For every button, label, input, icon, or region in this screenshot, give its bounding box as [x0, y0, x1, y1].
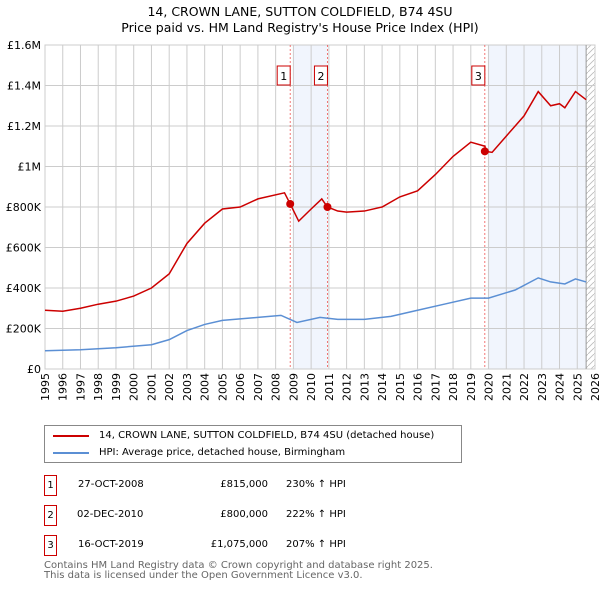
sale-row: 2 02-DEC-2010 £800,000 222% ↑ HPI [44, 505, 444, 527]
chart-title: 14, CROWN LANE, SUTTON COLDFIELD, B74 4S… [147, 4, 453, 19]
x-tick-label: 2011 [323, 373, 336, 401]
sale-date: 27-OCT-2008 [78, 479, 144, 490]
x-tick-label: 2013 [358, 373, 371, 401]
sale-point [286, 199, 295, 208]
y-tick-label: £1.6M [7, 39, 41, 52]
y-tick-label: £800K [6, 201, 42, 214]
sale-badge: 3 [44, 535, 57, 556]
x-tick-label: 1995 [39, 373, 52, 401]
y-tick-label: £1.2M [7, 120, 41, 133]
x-tick-label: 2009 [287, 373, 300, 401]
sale-label-box [276, 65, 291, 86]
x-tick-label: 2020 [483, 373, 496, 401]
x-tick-label: 2003 [181, 373, 194, 401]
legend: 14, CROWN LANE, SUTTON COLDFIELD, B74 4S… [44, 425, 462, 463]
x-tick-label: 2007 [252, 373, 265, 401]
price-chart: 1995 1996 1997 1998 1999 2000 2001 2002 2003 2004… [6, 39, 600, 401]
x-tick-label: 2023 [536, 373, 549, 401]
x-tick-label: 2008 [270, 373, 283, 401]
y-tick-label: £200K [6, 323, 42, 336]
y-tick-label: £0 [27, 363, 41, 376]
sale-date: 02-DEC-2010 [77, 509, 144, 520]
x-tick-label: 2004 [199, 373, 212, 401]
sale-hpi: 207% ↑ HPI [286, 539, 346, 550]
sale-price: £815,000 [220, 479, 268, 490]
x-tick-label: 2010 [305, 373, 318, 401]
y-tick-label: £600K [6, 242, 42, 255]
sale-date: 16-OCT-2019 [78, 539, 144, 550]
sale-hpi: 222% ↑ HPI [286, 509, 346, 520]
legend-swatch-hpi [53, 451, 89, 454]
x-tick-label: 2017 [429, 373, 442, 401]
x-tick-label: 2021 [500, 373, 513, 401]
sale-label-box [471, 65, 486, 86]
sale-price: £800,000 [220, 509, 268, 520]
series-line [44, 90, 587, 313]
footer-copyright: Contains HM Land Registry data © Crown c… [44, 560, 433, 571]
sale-label-box [313, 65, 328, 86]
y-tick-label: £400K [6, 282, 42, 295]
legend-property: 14, CROWN LANE, SUTTON COLDFIELD, B74 4S… [99, 430, 435, 441]
x-tick-label: 2006 [234, 373, 247, 401]
x-tick-label: 1998 [92, 373, 105, 401]
x-tick-label: 2002 [163, 373, 176, 401]
sale-price: £1,075,000 [210, 539, 268, 550]
x-tick-label: 2000 [128, 373, 141, 401]
sale-row: 3 16-OCT-2019 £1,075,000 207% ↑ HPI [44, 535, 444, 557]
x-tick-label: 2025 [571, 373, 584, 401]
sale-point [323, 203, 332, 211]
sale-label: 1 [280, 70, 287, 83]
x-tick-label: 1996 [57, 373, 70, 401]
series-line [44, 277, 587, 352]
x-tick-label: 2012 [341, 373, 354, 401]
sale-label: 2 [317, 70, 324, 83]
x-tick-label: 2019 [465, 373, 478, 401]
legend-swatch-property [53, 434, 89, 437]
x-tick-label: 2024 [554, 373, 567, 401]
x-tick-label: 2015 [394, 373, 407, 401]
x-tick-label: 2014 [376, 373, 389, 401]
x-tick-label: 2022 [518, 373, 531, 401]
x-tick-label: 1997 [74, 373, 87, 401]
y-tick-label: £1.4M [7, 80, 41, 93]
sale-badge: 2 [44, 505, 57, 526]
y-tick-label: £1M [18, 161, 42, 174]
legend-hpi: HPI: Average price, detached house, Birm… [99, 447, 346, 458]
sale-row: 1 27-OCT-2008 £815,000 230% ↑ HPI [44, 475, 444, 497]
x-tick-label: 2016 [412, 373, 425, 401]
footer-licence: This data is licensed under the Open Gov… [44, 570, 363, 581]
x-tick-label: 2018 [447, 373, 460, 401]
sale-label: 3 [475, 70, 482, 83]
x-tick-label: 2005 [216, 373, 229, 401]
sale-badge: 1 [44, 475, 57, 496]
x-tick-label: 2026 [589, 373, 600, 401]
x-tick-label: 1999 [110, 373, 123, 401]
sale-hpi: 230% ↑ HPI [286, 479, 346, 490]
footer: Contains HM Land Registry data © Crown c… [44, 561, 433, 581]
sale-point [480, 147, 489, 156]
chart-subtitle: Price paid vs. HM Land Registry's House … [121, 20, 479, 35]
x-tick-label: 2001 [145, 373, 158, 401]
